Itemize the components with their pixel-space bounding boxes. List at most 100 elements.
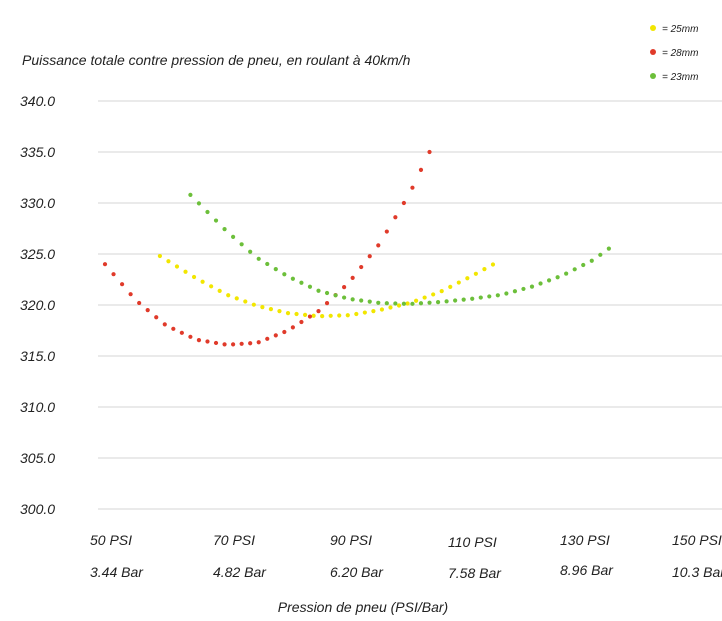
series-1 xyxy=(102,149,432,347)
data-point xyxy=(200,279,205,284)
data-point xyxy=(328,313,333,318)
data-point xyxy=(376,300,381,305)
y-tick-label: 305.0 xyxy=(20,450,55,466)
data-point xyxy=(359,298,364,303)
data-point xyxy=(316,309,321,314)
data-point xyxy=(572,267,577,272)
data-point xyxy=(260,305,265,310)
data-point xyxy=(388,305,393,310)
data-point xyxy=(102,262,108,267)
data-point xyxy=(205,339,210,344)
data-point xyxy=(589,258,594,263)
x-tick-psi-label: 110 PSI xyxy=(448,534,497,550)
data-point xyxy=(324,290,330,296)
data-point xyxy=(285,311,291,316)
data-point xyxy=(166,259,171,264)
data-point xyxy=(337,313,342,318)
data-point xyxy=(226,293,231,298)
data-point xyxy=(209,284,214,289)
data-point xyxy=(273,333,278,338)
x-tick-psi-label: 70 PSI xyxy=(213,532,255,548)
y-axis-tick-labels: 340.0 335.0 330.0 325.0 320.0 315.0 310.0 305.0… xyxy=(20,93,55,517)
data-point xyxy=(538,281,543,286)
data-point xyxy=(473,271,478,276)
data-point xyxy=(410,301,415,306)
data-point xyxy=(188,334,193,339)
data-point xyxy=(217,288,222,293)
legend-marker xyxy=(650,49,656,55)
data-point xyxy=(231,342,236,347)
data-point xyxy=(362,310,367,315)
data-point xyxy=(418,301,424,306)
data-point xyxy=(465,276,470,281)
x-tick-psi-label: 130 PSI xyxy=(560,532,610,548)
data-point xyxy=(222,342,227,347)
data-point xyxy=(248,249,253,254)
data-point xyxy=(268,307,274,312)
data-point xyxy=(320,313,325,319)
data-point xyxy=(342,295,347,300)
x-tick-bar-label: 3.44 Bar xyxy=(90,564,144,580)
data-point xyxy=(234,296,239,301)
data-point xyxy=(183,269,188,274)
data-point xyxy=(342,285,347,290)
legend-marker xyxy=(650,25,656,31)
data-point xyxy=(504,291,509,296)
data-point xyxy=(251,302,256,307)
data-point xyxy=(145,308,150,313)
data-points xyxy=(102,149,611,347)
data-point xyxy=(239,242,244,247)
series-0 xyxy=(157,253,496,319)
data-point xyxy=(376,243,381,248)
data-point xyxy=(598,252,603,257)
data-point xyxy=(487,294,492,299)
data-point xyxy=(401,200,406,206)
x-axis-tick-labels: 50 PSI 3.44 Bar 70 PSI 4.82 Bar 90 PSI 6.20 B… xyxy=(90,532,722,581)
data-point xyxy=(495,293,500,298)
data-point xyxy=(171,326,176,331)
data-point xyxy=(456,280,461,285)
data-point xyxy=(137,300,142,306)
data-point xyxy=(231,234,236,239)
data-point xyxy=(282,329,287,335)
data-point xyxy=(277,309,282,314)
data-point xyxy=(179,330,184,335)
data-point xyxy=(427,149,432,155)
gridlines xyxy=(98,100,722,510)
y-tick-label: 300.0 xyxy=(20,501,55,517)
data-point xyxy=(265,261,270,267)
data-point xyxy=(482,267,487,272)
data-point xyxy=(213,340,219,346)
data-point xyxy=(265,336,270,341)
data-point xyxy=(384,229,389,234)
x-tick-psi-label: 90 PSI xyxy=(330,532,372,548)
y-tick-label: 310.0 xyxy=(20,399,55,415)
data-point xyxy=(393,215,398,220)
data-point xyxy=(157,253,162,259)
data-point xyxy=(154,315,159,320)
data-point xyxy=(354,311,359,317)
data-point xyxy=(453,298,458,303)
data-point xyxy=(448,284,453,289)
data-point xyxy=(191,274,197,280)
data-point xyxy=(290,325,295,330)
data-point xyxy=(367,254,372,259)
data-point xyxy=(256,256,261,261)
data-point xyxy=(162,322,167,327)
data-point xyxy=(111,272,116,277)
x-tick-bar-label: 7.58 Bar xyxy=(448,565,502,581)
y-tick-label: 315.0 xyxy=(20,348,55,364)
legend-marker xyxy=(650,73,656,79)
legend-label: = 23mm xyxy=(662,72,698,83)
data-point xyxy=(307,314,313,319)
data-point xyxy=(196,201,202,206)
y-tick-label: 325.0 xyxy=(20,246,55,262)
data-point xyxy=(367,299,372,304)
data-point xyxy=(414,298,419,303)
data-point xyxy=(393,301,398,306)
data-point xyxy=(427,300,432,305)
data-point xyxy=(521,286,526,292)
data-point xyxy=(379,307,385,312)
data-point xyxy=(239,341,244,346)
data-point xyxy=(345,313,350,318)
